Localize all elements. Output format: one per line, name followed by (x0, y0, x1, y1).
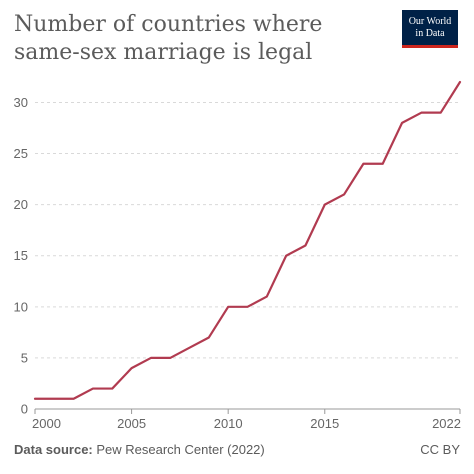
y-tick-label: 30 (14, 95, 28, 110)
y-axis-ticks: 0 5 10 15 20 25 30 (14, 95, 28, 417)
data-point[interactable] (456, 78, 464, 86)
data-point[interactable] (417, 109, 425, 117)
y-tick-label: 20 (14, 197, 28, 212)
x-tick-label: 2015 (310, 416, 339, 431)
data-point[interactable] (50, 395, 58, 403)
data-point[interactable] (301, 242, 309, 250)
series-group (31, 78, 464, 403)
data-point[interactable] (31, 395, 39, 403)
data-point[interactable] (398, 119, 406, 127)
y-tick-label: 10 (14, 299, 28, 314)
data-point[interactable] (379, 160, 387, 168)
y-tick-label: 5 (21, 350, 28, 365)
data-point[interactable] (263, 293, 271, 301)
y-tick-label: 15 (14, 248, 28, 263)
footer: Data source: Pew Research Center (2022) … (14, 442, 460, 464)
grid-lines (35, 101, 460, 359)
data-point[interactable] (205, 333, 213, 341)
data-point[interactable] (147, 354, 155, 362)
title-line-2: same-sex marriage is legal (14, 40, 313, 65)
data-point[interactable] (166, 354, 174, 362)
x-tick-label: 2005 (117, 416, 146, 431)
data-point[interactable] (340, 190, 348, 198)
data-point[interactable] (128, 364, 136, 372)
logo-line-1: Our World (408, 16, 452, 27)
data-point[interactable] (186, 344, 194, 352)
data-point[interactable] (70, 395, 78, 403)
data-point[interactable] (437, 109, 445, 117)
x-tick-label: 2022 (432, 416, 461, 431)
data-point[interactable] (89, 385, 97, 393)
source-value[interactable]: Pew Research Center (2022) (96, 442, 265, 457)
x-tick-label: 2010 (214, 416, 243, 431)
y-tick-label: 25 (14, 146, 28, 161)
data-point[interactable] (321, 201, 329, 209)
license-link[interactable]: CC BY (420, 442, 460, 457)
source-label: Data source: (14, 442, 93, 457)
title-line-1: Number of countries where (14, 12, 323, 37)
series-line[interactable] (33, 80, 462, 400)
y-tick-label: 0 (21, 402, 28, 417)
data-point[interactable] (224, 303, 232, 311)
data-point[interactable] (359, 160, 367, 168)
chart-title: Number of countries where same-sex marri… (14, 11, 394, 67)
data-point[interactable] (108, 385, 116, 393)
owid-logo[interactable]: Our World in Data (402, 10, 458, 48)
data-point[interactable] (282, 252, 290, 260)
logo-line-2: in Data (415, 28, 445, 39)
logo-accent-bar (402, 45, 458, 48)
x-tick-label: 2000 (32, 416, 61, 431)
x-axis: 2000 2005 2010 2015 2022 (32, 408, 461, 431)
data-point[interactable] (244, 303, 252, 311)
